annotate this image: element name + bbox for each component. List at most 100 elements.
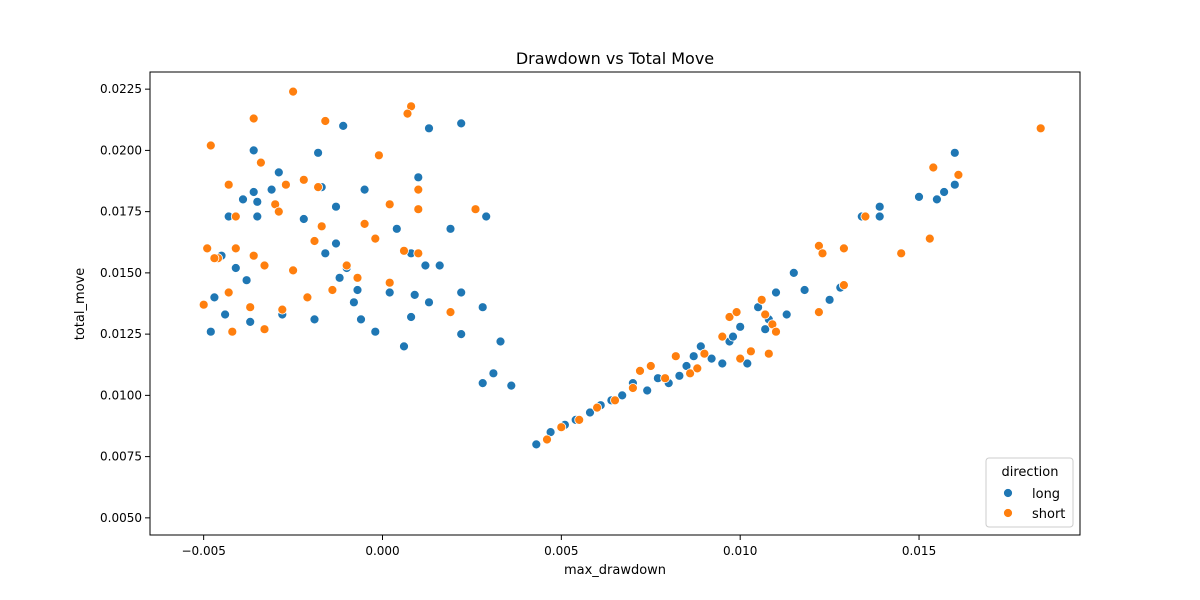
point-long-0 (248, 145, 259, 156)
point-long-3 (424, 123, 434, 134)
point-short-57 (699, 348, 710, 359)
point-long-67 (688, 351, 699, 362)
point-short-39 (327, 285, 338, 295)
point-long-62 (642, 385, 653, 396)
point-long-82 (799, 285, 810, 295)
point-long-25 (445, 223, 456, 234)
point-long-13 (359, 184, 370, 195)
point-short-38 (302, 292, 313, 303)
point-short-27 (316, 221, 327, 232)
point-short-76 (928, 162, 939, 173)
point-long-81 (788, 267, 799, 278)
point-long-1 (313, 147, 324, 158)
point-long-57 (585, 407, 595, 418)
x-tick-label: −0.005 (181, 544, 225, 558)
point-long-52 (506, 380, 517, 391)
point-short-44 (227, 326, 238, 337)
point-long-42 (356, 314, 366, 325)
point-short-4 (320, 116, 331, 126)
point-short-43 (259, 324, 270, 335)
point-short-33 (288, 265, 299, 276)
plot-frame (149, 71, 1081, 536)
point-short-22 (230, 243, 241, 254)
point-short-73 (860, 211, 871, 222)
point-short-41 (384, 277, 395, 288)
legend-marker-short (1003, 508, 1013, 518)
point-long-23 (331, 238, 341, 249)
point-short-19 (413, 204, 424, 215)
point-long-5 (413, 172, 424, 183)
point-long-7 (248, 187, 259, 197)
legend-marker-long (1003, 488, 1013, 498)
point-short-7 (373, 150, 384, 161)
point-short-17 (230, 211, 241, 222)
y-tick-label: 0.0175 (100, 205, 142, 219)
point-short-12 (313, 182, 324, 193)
y-tick-label: 0.0225 (100, 82, 142, 96)
point-long-53 (531, 439, 542, 450)
point-short-5 (205, 140, 216, 151)
point-short-2 (402, 108, 413, 119)
point-short-64 (760, 309, 771, 320)
point-short-50 (628, 383, 638, 393)
point-long-40 (309, 314, 320, 325)
point-short-30 (399, 245, 409, 256)
point-short-52 (645, 361, 656, 371)
point-long-6 (273, 167, 284, 178)
point-short-48 (592, 402, 602, 413)
points-layer (198, 86, 1046, 450)
point-short-75 (924, 233, 935, 244)
point-short-47 (574, 414, 585, 425)
point-short-49 (610, 395, 620, 406)
point-long-34 (456, 287, 467, 298)
point-short-70 (814, 307, 824, 318)
point-short-45 (542, 434, 552, 445)
point-short-55 (685, 368, 695, 379)
point-long-91 (949, 179, 960, 190)
point-long-69 (706, 353, 717, 364)
point-long-10 (238, 194, 248, 205)
point-short-29 (370, 233, 381, 244)
point-short-62 (746, 346, 756, 357)
point-long-37 (220, 309, 231, 320)
point-short-51 (635, 365, 645, 376)
point-long-27 (420, 260, 431, 271)
point-long-48 (370, 326, 381, 337)
x-tick-label: 0.000 (365, 544, 399, 558)
point-short-42 (445, 307, 456, 318)
point-short-31 (413, 248, 424, 259)
y-tick-label: 0.0125 (100, 327, 142, 341)
point-short-60 (731, 307, 742, 318)
point-short-14 (384, 199, 395, 210)
point-long-12 (331, 201, 341, 212)
point-short-59 (724, 312, 735, 322)
point-short-46 (556, 422, 567, 433)
y-tick-label: 0.0050 (100, 511, 142, 525)
point-short-3 (248, 113, 259, 124)
point-long-60 (617, 390, 628, 401)
legend-label-long: long (1032, 487, 1060, 502)
point-long-74 (742, 358, 753, 369)
point-long-36 (209, 292, 220, 303)
point-short-11 (280, 179, 291, 190)
point-long-2 (338, 121, 349, 131)
chart-title: Drawdown vs Total Move (516, 49, 714, 68)
point-short-24 (209, 253, 220, 264)
point-short-53 (660, 373, 670, 384)
point-long-31 (352, 285, 363, 295)
point-short-37 (277, 304, 288, 315)
point-long-92 (949, 147, 960, 158)
point-short-26 (309, 236, 320, 246)
x-tick-label: 0.015 (902, 544, 936, 558)
point-long-88 (914, 191, 924, 202)
y-axis: 0.0050 0.0075 0.0100 0.0125 0.0150 0.0175 0.02… (100, 82, 150, 525)
point-long-32 (384, 287, 395, 298)
point-long-87 (874, 211, 885, 222)
point-long-38 (245, 316, 256, 327)
point-short-16 (273, 206, 284, 217)
point-short-66 (771, 326, 781, 337)
point-long-83 (824, 294, 835, 305)
point-long-70 (717, 358, 728, 369)
point-short-18 (470, 204, 481, 215)
point-long-46 (456, 329, 467, 340)
